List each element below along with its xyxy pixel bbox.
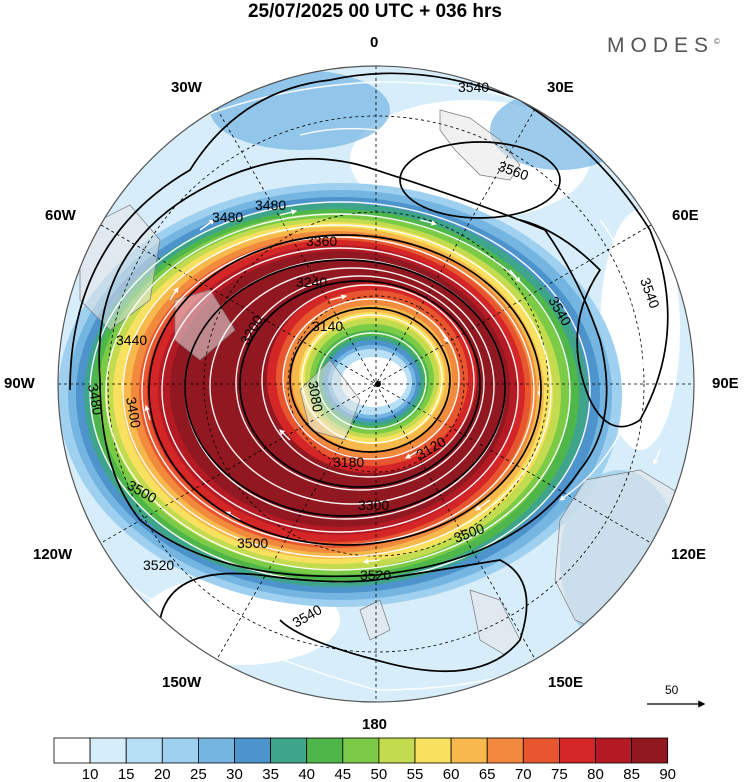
colorbar-label: 65 — [479, 766, 496, 782]
colorbar-label: 25 — [190, 766, 207, 782]
colorbar-swatch — [378, 737, 416, 764]
colorbar-label: 35 — [262, 766, 279, 782]
colorbar-swatch — [559, 737, 596, 764]
colorbar: 10 15 20 25 30 35 40 45 50 55 60 65 70 75 80 85 90 — [53, 737, 676, 782]
colorbar-label: 15 — [118, 766, 135, 782]
colorbar-swatch — [342, 737, 380, 764]
map-title: 25/07/2025 00 UTC + 036 hrs — [247, 1, 503, 22]
lon-label-120e: 120E — [671, 546, 707, 563]
colorbar-swatch — [89, 737, 127, 764]
colorbar-swatch — [161, 737, 199, 764]
lon-label-30w: 30W — [171, 79, 202, 96]
contour-label: 3480 — [85, 383, 106, 417]
globe-border — [57, 65, 695, 703]
colorbar-label: 60 — [443, 766, 460, 782]
height-contours — [69, 72, 669, 673]
colorbar-label: 75 — [551, 766, 568, 782]
lon-label-150w: 150W — [162, 674, 202, 691]
lon-label-0: 0 — [370, 34, 379, 51]
brand-logo: MODES© — [607, 34, 720, 57]
colorbar-swatch — [53, 737, 91, 764]
lon-label-90w: 90W — [4, 375, 35, 392]
colorbar-label: 55 — [407, 766, 424, 782]
lon-label-150e: 150E — [548, 674, 584, 691]
colorbar-label: 80 — [587, 766, 604, 782]
colorbar-swatch — [234, 737, 271, 764]
lon-label-180: 180 — [362, 716, 388, 733]
colorbar-label: 10 — [82, 766, 99, 782]
lon-label-120w: 120W — [33, 546, 73, 563]
lon-label-90e: 90E — [712, 375, 739, 392]
colorbar-label: 40 — [298, 766, 315, 782]
colorbar-swatch — [631, 737, 669, 764]
colorbar-label: 45 — [334, 766, 351, 782]
colorbar-label: 30 — [226, 766, 243, 782]
lon-label-60e: 60E — [672, 207, 699, 224]
colorbar-swatch — [450, 737, 488, 764]
colorbar-swatch — [125, 737, 163, 764]
lon-label-60w: 60W — [45, 207, 76, 224]
contour-label: 3080 — [305, 380, 326, 414]
colorbar-swatch — [486, 737, 524, 764]
colorbar-swatch — [595, 737, 632, 764]
lon-label-30e: 30E — [547, 79, 574, 96]
contour-label: 3500 — [237, 535, 268, 551]
colorbar-swatch — [306, 737, 344, 764]
colorbar-label: 20 — [154, 766, 171, 782]
colorbar-label: 70 — [515, 766, 532, 782]
contour-label: 3360 — [306, 233, 337, 249]
colorbar-label: 50 — [371, 766, 388, 782]
colorbar-swatch — [270, 737, 308, 764]
contour-label: 3300 — [358, 497, 389, 513]
colorbar-swatch — [197, 737, 235, 764]
contour-label: 3180 — [333, 454, 364, 470]
colorbar-label: 85 — [623, 766, 640, 782]
contour-label: 3520 — [360, 567, 391, 583]
contour-label: 3440 — [116, 332, 147, 348]
contour-label: 3480 — [212, 209, 243, 225]
contour-label: 3520 — [143, 557, 174, 573]
colorbar-swatch — [414, 737, 452, 764]
contour-label: 3140 — [312, 318, 343, 334]
colorbar-swatch — [522, 737, 560, 764]
colorbar-label: 90 — [659, 766, 676, 782]
contour-label: 3240 — [296, 274, 327, 290]
south-pole-marker — [375, 381, 381, 387]
reference-vector-label: 50 — [665, 683, 679, 697]
contour-label: 3400 — [123, 396, 144, 430]
contour-label: 3540 — [458, 79, 489, 95]
contour-label: 3480 — [255, 197, 286, 213]
